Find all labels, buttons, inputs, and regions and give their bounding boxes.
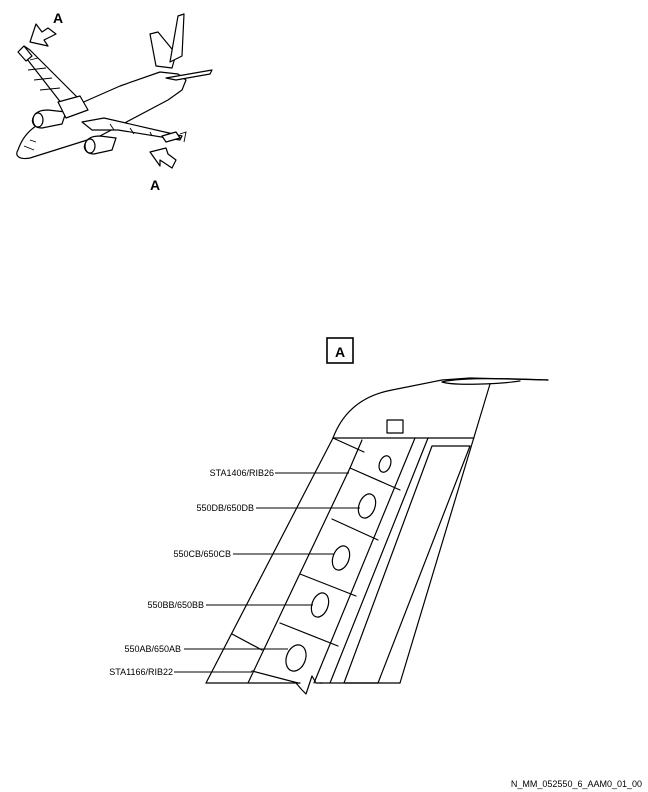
access-panel-550db-650db[interactable] — [377, 454, 393, 474]
label-panel-550cb-650cb: 550CB/650CB — [173, 549, 231, 559]
vertical-tail — [149, 31, 177, 69]
detail-view-label: A — [335, 344, 345, 360]
label-panel-550bb-650bb: 550BB/650BB — [147, 600, 204, 610]
access-panel-550cb-650cb[interactable] — [329, 544, 353, 573]
drawing-reference: N_MM_052550_6_AAM0_01_00 — [511, 779, 642, 789]
label-sta1166-rib22: STA1166/RIB22 — [109, 667, 173, 677]
view-arrow-upper — [29, 23, 57, 47]
wingtip-light — [386, 419, 404, 434]
aircraft-overview: A A — [16, 10, 213, 193]
flap-track-inner — [343, 445, 471, 684]
break-line — [295, 675, 323, 695]
detail-view-label-box — [326, 337, 354, 364]
right-wingtip-marker — [161, 131, 181, 143]
wing-root-fairing — [57, 95, 89, 119]
tail-fin-top — [169, 13, 185, 63]
wingtip-fence — [332, 377, 549, 439]
access-panel-550bb-650bb[interactable] — [308, 591, 332, 620]
access-panel-550ab-650ab[interactable] — [282, 642, 309, 674]
flap-track-outer — [329, 437, 429, 684]
label-sta1406-rib26: STA1406/RIB26 — [210, 468, 274, 478]
detail-view-a: A — [109, 337, 549, 695]
right-wing — [81, 117, 183, 141]
wing-leading-edge — [205, 437, 334, 684]
left-wingtip-marker — [17, 45, 33, 62]
horizontal-stabilizer — [165, 69, 213, 81]
panel-strip-inner-left — [247, 467, 351, 684]
view-arrow-lower — [149, 147, 177, 169]
wing-trailing-edge — [399, 383, 491, 684]
view-arrow-upper-label: A — [53, 10, 63, 26]
access-panel-550db-650db-lower[interactable] — [355, 492, 379, 521]
view-arrow-lower-label: A — [150, 177, 160, 193]
label-panel-550ab-650ab: 550AB/650AB — [124, 644, 181, 654]
label-panel-550db-650db: 550DB/650DB — [196, 503, 254, 513]
panel-strip-inner-right — [313, 437, 416, 684]
